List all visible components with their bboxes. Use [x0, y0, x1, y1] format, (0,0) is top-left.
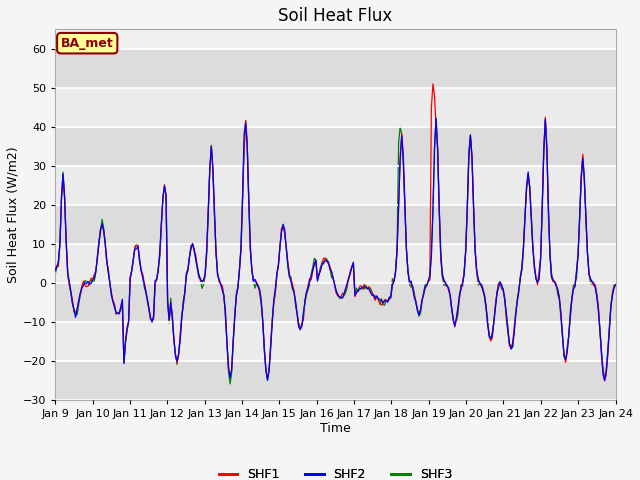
SHF1 — [246, 243, 254, 249]
SHF1 — [601, 378, 609, 384]
SHF2 — [237, 246, 245, 252]
Legend: SHF1, SHF2, SHF3: SHF1, SHF2, SHF3 — [214, 463, 457, 480]
SHF1 — [237, 247, 245, 253]
SHF2 — [120, 360, 128, 366]
Line: SHF2: SHF2 — [55, 118, 616, 381]
Bar — [55, 166, 616, 205]
SHF3 — [51, 271, 59, 277]
SHF1 — [582, 214, 589, 219]
SHF1 — [612, 282, 620, 288]
SHF2 — [612, 282, 620, 288]
SHF3 — [226, 381, 234, 387]
SHF1 — [218, 283, 226, 288]
SHF3 — [298, 324, 306, 330]
Bar — [55, 88, 616, 127]
SHF1 — [429, 81, 436, 87]
Y-axis label: Soil Heat Flux (W/m2): Soil Heat Flux (W/m2) — [7, 146, 20, 283]
Text: BA_met: BA_met — [61, 36, 114, 50]
Bar — [55, 283, 616, 322]
SHF1 — [296, 326, 304, 332]
SHF3 — [612, 282, 620, 288]
X-axis label: Time: Time — [320, 421, 351, 435]
SHF2 — [296, 327, 304, 333]
Line: SHF3: SHF3 — [55, 120, 616, 384]
SHF1 — [120, 360, 128, 365]
SHF3 — [218, 287, 226, 293]
SHF2 — [582, 215, 589, 220]
SHF2 — [246, 246, 254, 252]
SHF2 — [432, 115, 440, 121]
Title: Soil Heat Flux: Soil Heat Flux — [278, 7, 392, 25]
SHF2 — [218, 287, 226, 292]
SHF3 — [120, 360, 128, 366]
SHF3 — [584, 250, 591, 255]
SHF2 — [51, 268, 59, 274]
SHF3 — [239, 195, 246, 201]
SHF2 — [601, 378, 609, 384]
Bar — [55, 322, 616, 361]
Bar — [55, 49, 616, 88]
SHF3 — [248, 268, 256, 274]
SHF3 — [432, 117, 440, 122]
Line: SHF1: SHF1 — [55, 84, 616, 381]
Bar — [55, 127, 616, 166]
Bar — [55, 361, 616, 400]
Bar — [55, 205, 616, 244]
Bar — [55, 244, 616, 283]
SHF1 — [51, 265, 59, 271]
